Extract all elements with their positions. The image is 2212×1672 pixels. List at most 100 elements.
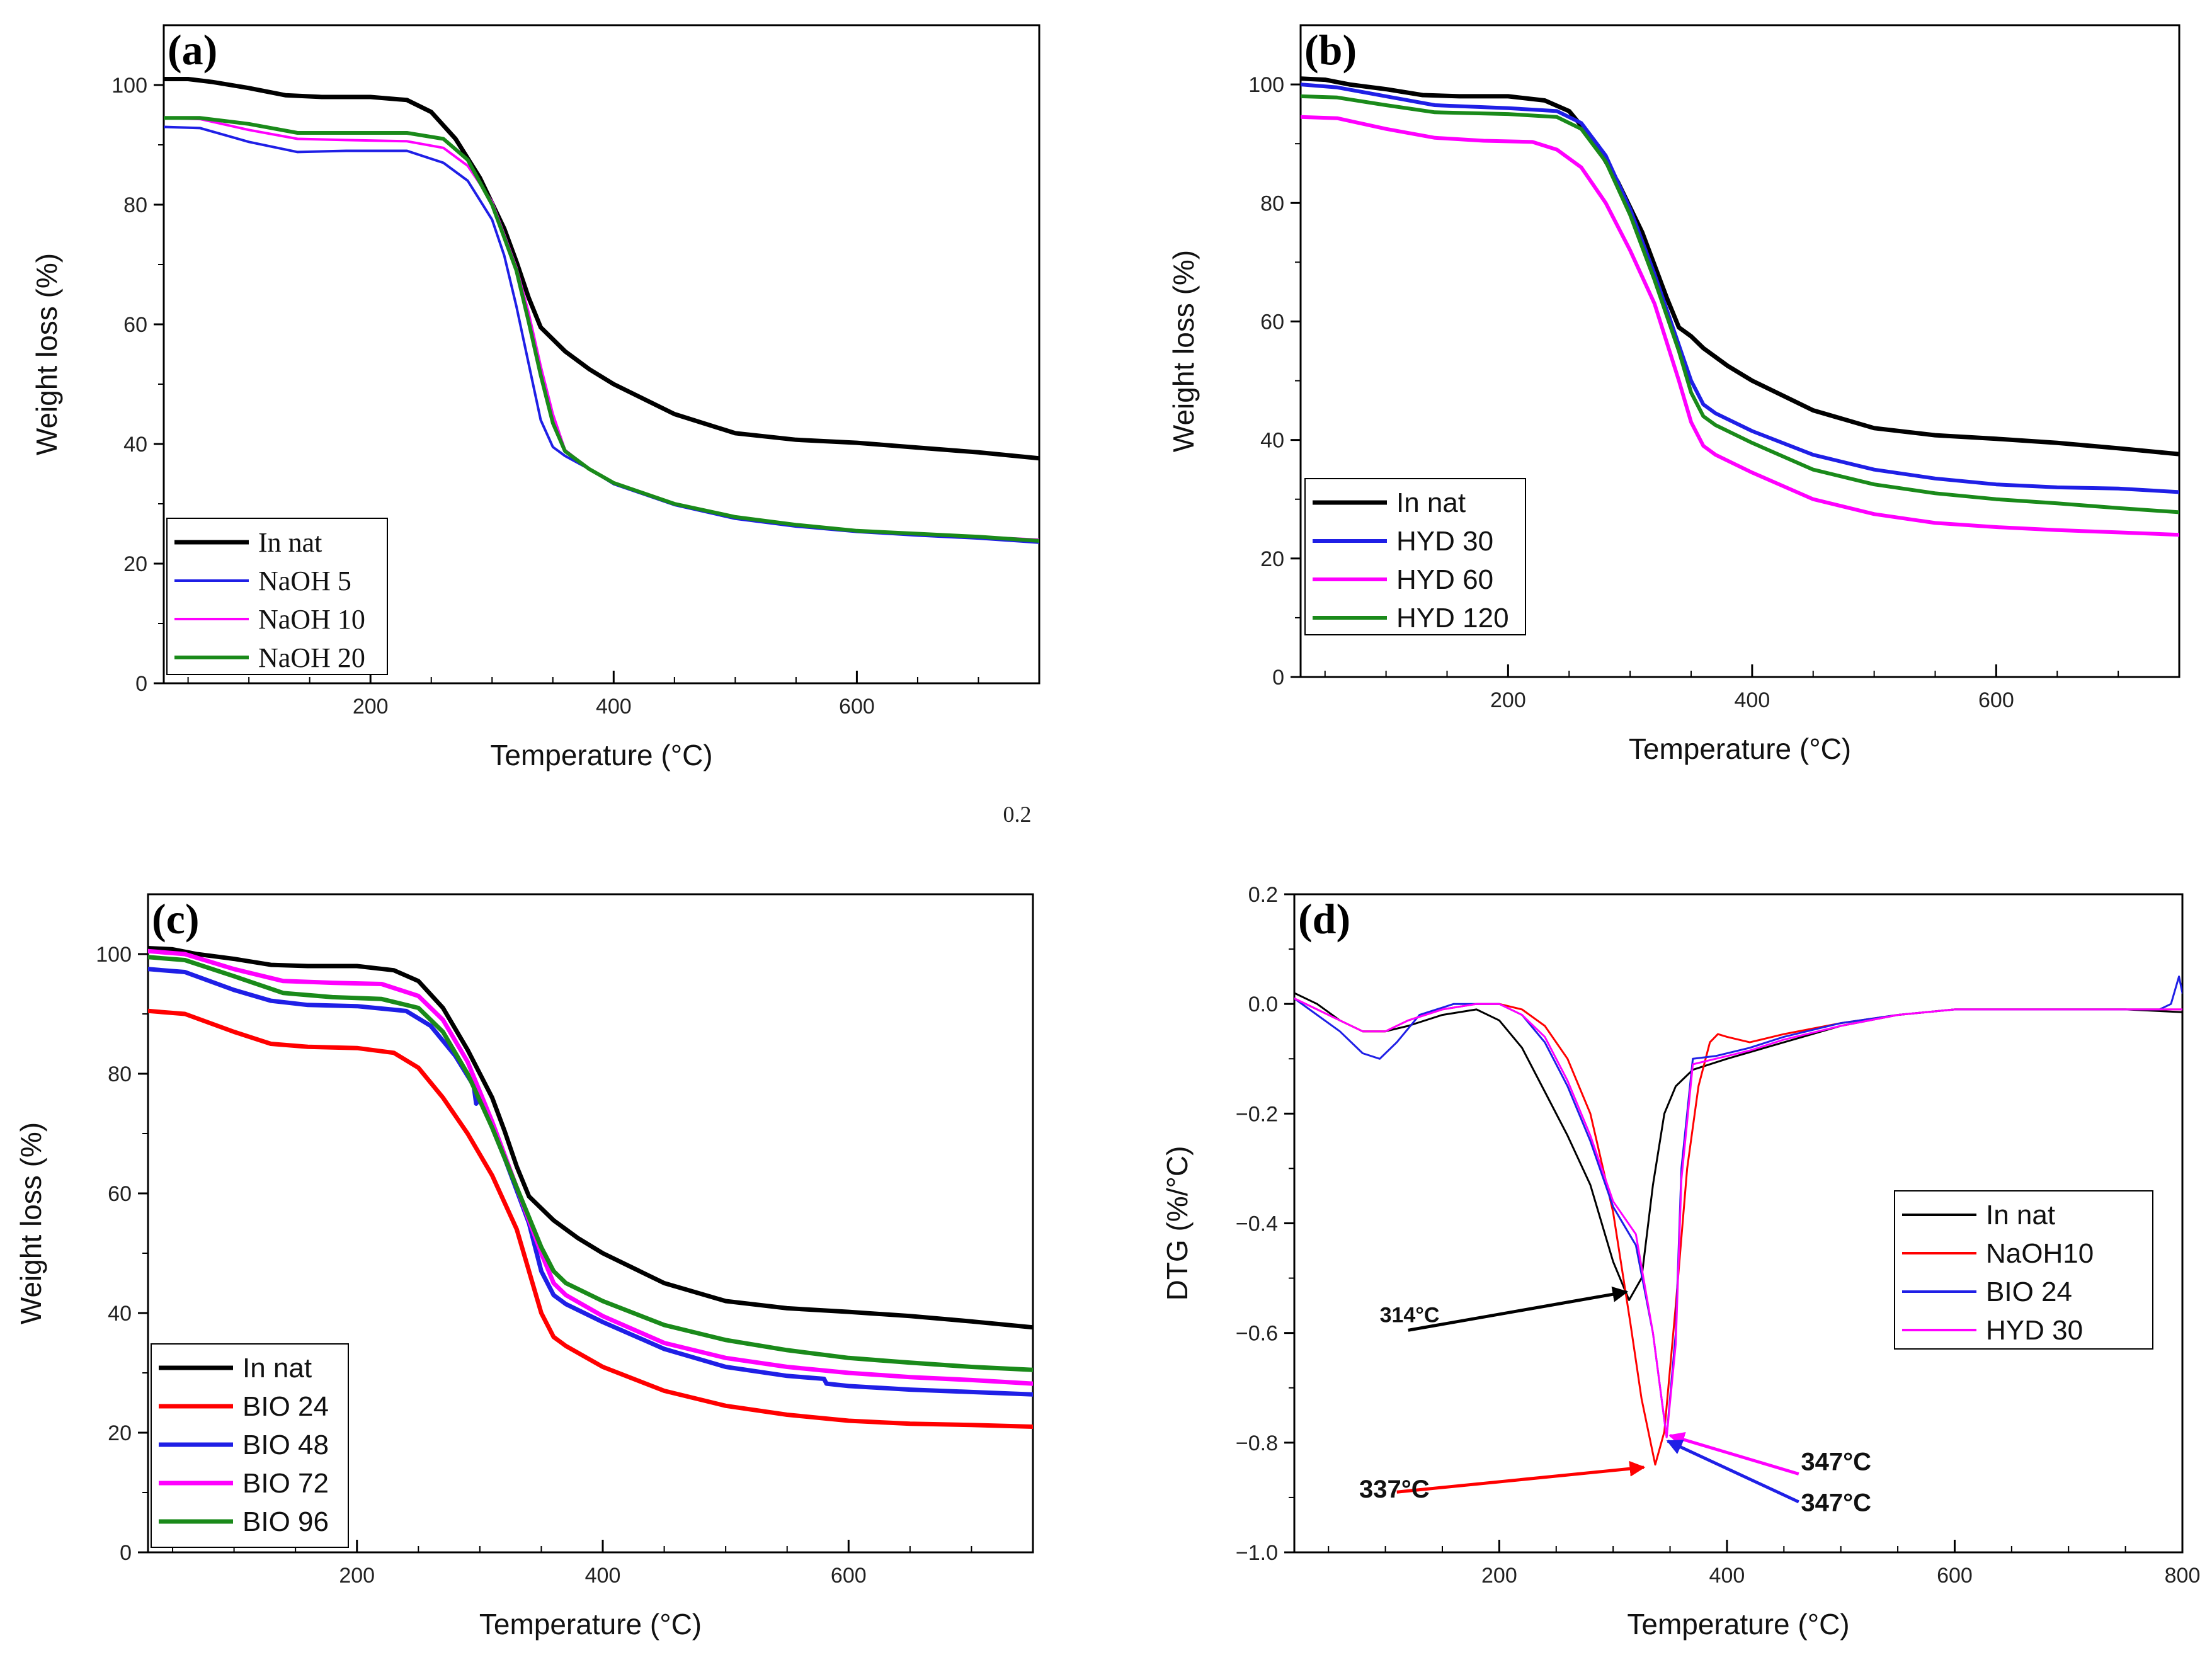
y-tick-label: 100 — [1248, 73, 1284, 97]
series-line-bio-24 — [148, 1008, 1033, 1429]
panel-b: 200 400 600 0 20 40 60 80 100 Temperature (°C) Wei… — [1167, 24, 2181, 765]
y-tick-label: −0.8 — [1236, 1431, 1278, 1455]
x-tick-label: 200 — [353, 695, 389, 719]
series-line-in-nat — [164, 77, 1039, 461]
y-tick-label: 0.2 — [1248, 883, 1278, 907]
y-tick-label: 0 — [120, 1541, 132, 1565]
legend-entry: HYD 30 — [1396, 526, 1493, 557]
legend: In nat BIO 24 BIO 48 BIO 72 BIO 96 — [151, 1343, 349, 1548]
series-group — [164, 77, 1039, 544]
x-tick-label: 400 — [596, 695, 632, 719]
legend-entry: In nat — [1396, 487, 1466, 518]
legend-entry: BIO 72 — [242, 1468, 329, 1499]
series-group — [1294, 975, 2182, 1466]
y-tick-label: 20 — [123, 552, 147, 576]
legend-entry: In nat — [1986, 1200, 2055, 1231]
legend-entry: BIO 24 — [1986, 1277, 2072, 1307]
x-tick-label: 400 — [1709, 1564, 1745, 1588]
x-tick-label: 400 — [585, 1564, 621, 1588]
panel-d: 200 400 600 800 −1.0 −0.8 −0.6 −0.4 −0.2 0.0 0.2 Te… — [1161, 883, 2200, 1641]
legend-entry: NaOH 5 — [258, 566, 351, 596]
x-tick-label: 200 — [339, 1564, 375, 1588]
x-tick-label: 200 — [1490, 688, 1526, 712]
plot-frame — [1299, 24, 2181, 678]
x-tick-label: 200 — [1481, 1564, 1517, 1588]
x-axis-title: Temperature (°C) — [479, 1608, 702, 1641]
plot-frame — [162, 24, 1040, 685]
series-line-hyd-30 — [1301, 82, 2179, 494]
series-line-bio-72 — [148, 948, 1033, 1386]
y-tick-label: −1.0 — [1236, 1541, 1278, 1565]
panel-c: 200 400 600 0 20 40 60 80 100 Temperature (°C) Wei… — [14, 893, 1034, 1641]
y-tick-label: 40 — [1260, 429, 1284, 453]
legend: In nat NaOH10 BIO 24 HYD 30 — [1894, 1190, 2153, 1350]
annotation-arrow — [1668, 1431, 1799, 1476]
x-axis-title: Temperature (°C) — [1629, 732, 1851, 765]
legend-entry: NaOH 10 — [258, 604, 365, 635]
panel-label: (a) — [168, 26, 217, 74]
legend-entry: BIO 24 — [242, 1391, 329, 1422]
y-tick-label: −0.2 — [1236, 1102, 1278, 1126]
annotation-label: 347°C — [1801, 1489, 1871, 1517]
y-tick-label: 60 — [1260, 310, 1284, 334]
series-line-naoh-20 — [164, 116, 1039, 543]
legend-entry: NaOH 20 — [258, 642, 365, 673]
panel-label: (d) — [1298, 895, 1350, 943]
legend-entry: HYD 60 — [1396, 564, 1493, 595]
stray-label: 0.2 — [1003, 802, 1032, 827]
series-group — [148, 946, 1033, 1429]
y-tick-label: −0.4 — [1236, 1212, 1278, 1236]
x-tick-label: 600 — [839, 695, 875, 719]
x-axis-title: Temperature (°C) — [1627, 1608, 1849, 1641]
panel-label: (c) — [152, 895, 199, 943]
y-tick-label: 20 — [1260, 547, 1284, 571]
legend-entry: BIO 96 — [242, 1506, 329, 1537]
y-axis-title: Weight loss (%) — [1167, 250, 1200, 452]
legend-entry: BIO 48 — [242, 1430, 329, 1460]
panel-label: (b) — [1304, 26, 1357, 74]
series-line-hyd-120 — [1301, 94, 2179, 515]
annotation-label: 337°C — [1359, 1476, 1430, 1503]
legend: In nat HYD 30 HYD 60 HYD 120 — [1304, 478, 1526, 635]
legend: In nat NaOH 5 NaOH 10 NaOH 20 — [166, 518, 388, 675]
series-line-in-nat — [1301, 76, 2179, 457]
series-line-hyd-30 — [1294, 998, 2182, 1438]
legend-entry: HYD 120 — [1396, 603, 1509, 634]
series-line-hyd-60 — [1301, 115, 2179, 537]
x-tick-label: 800 — [2165, 1564, 2201, 1588]
plot-frame — [147, 893, 1034, 1554]
y-tick-label: 80 — [123, 193, 147, 217]
y-axis-title: Weight loss (%) — [30, 253, 63, 455]
series-line-bio-48 — [148, 967, 1033, 1397]
annotation-arrow — [1396, 1460, 1646, 1494]
y-tick-label: 60 — [123, 313, 147, 337]
y-tick-label: 100 — [96, 943, 132, 967]
y-tick-label: 20 — [108, 1421, 132, 1445]
legend-entry: NaOH10 — [1986, 1238, 2094, 1269]
y-tick-label: 100 — [111, 74, 147, 98]
x-axis-title: Temperature (°C) — [490, 739, 712, 771]
legend-box — [1894, 1190, 2153, 1350]
panel-a: 200 400 600 0 20 40 60 80 100 Temperature (°C) Wei… — [30, 24, 1040, 771]
x-tick-label: 600 — [831, 1564, 867, 1588]
annotation-label: 314°C — [1380, 1303, 1440, 1327]
annotation-arrow — [1408, 1286, 1629, 1332]
y-axis-title: Weight loss (%) — [14, 1122, 47, 1324]
x-tick-label: 600 — [1937, 1564, 1973, 1588]
y-axis-title: DTG (%/°C) — [1161, 1146, 1194, 1301]
y-tick-label: 40 — [108, 1302, 132, 1326]
series-line-in-nat — [148, 946, 1033, 1330]
series-line-bio-96 — [148, 955, 1033, 1372]
legend-entry: In nat — [258, 527, 322, 558]
annotation-arrow — [1666, 1439, 1799, 1504]
legend-entry: In nat — [242, 1353, 312, 1384]
x-tick-label: 400 — [1735, 688, 1770, 712]
y-tick-label: 0 — [1272, 666, 1284, 690]
y-tick-label: 80 — [1260, 191, 1284, 215]
y-tick-label: 60 — [108, 1182, 132, 1206]
y-tick-label: −0.6 — [1236, 1322, 1278, 1346]
annotation-label: 347°C — [1801, 1448, 1871, 1476]
y-tick-label: 80 — [108, 1062, 132, 1086]
x-tick-label: 600 — [1978, 688, 2014, 712]
